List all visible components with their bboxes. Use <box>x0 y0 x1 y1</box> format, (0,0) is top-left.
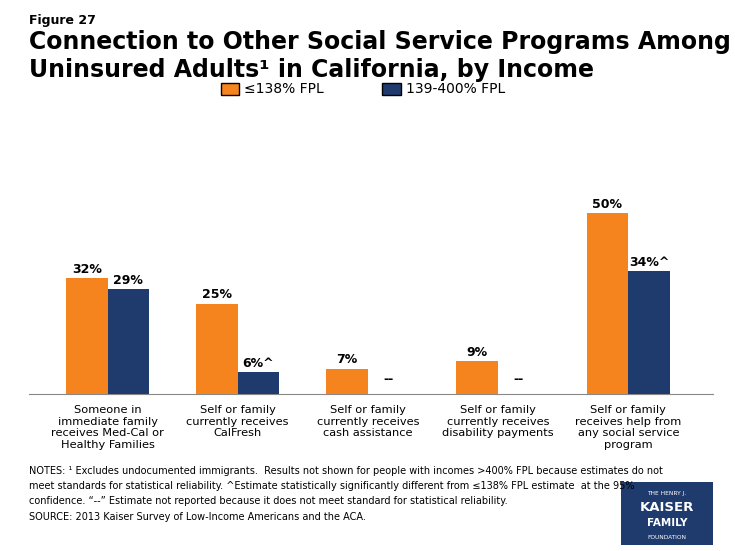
Bar <box>107 289 149 394</box>
Text: --: -- <box>384 373 394 386</box>
Text: FAMILY: FAMILY <box>647 518 687 528</box>
Bar <box>587 213 628 394</box>
Text: 9%: 9% <box>467 346 488 359</box>
Text: confidence. “--” Estimate not reported because it does not meet standard for sta: confidence. “--” Estimate not reported b… <box>29 496 508 506</box>
Text: KAISER: KAISER <box>640 501 694 514</box>
Text: Uninsured Adults¹ in California, by Income: Uninsured Adults¹ in California, by Inco… <box>29 58 595 82</box>
Text: 34%^: 34%^ <box>629 256 670 269</box>
Bar <box>456 361 498 394</box>
Text: 32%: 32% <box>72 263 101 276</box>
Bar <box>326 369 368 394</box>
Text: 139-400% FPL: 139-400% FPL <box>406 82 505 96</box>
Bar <box>628 271 670 394</box>
Text: FOUNDATION: FOUNDATION <box>648 536 686 541</box>
Bar <box>66 278 107 394</box>
Text: Connection to Other Social Service Programs Among: Connection to Other Social Service Progr… <box>29 30 731 55</box>
Text: 7%: 7% <box>337 353 358 366</box>
Text: THE HENRY J.: THE HENRY J. <box>648 491 686 496</box>
Text: NOTES: ¹ Excludes undocumented immigrants.  Results not shown for people with in: NOTES: ¹ Excludes undocumented immigrant… <box>29 466 663 476</box>
Text: 6%^: 6%^ <box>243 357 274 370</box>
Bar <box>196 304 237 394</box>
Text: 50%: 50% <box>592 198 623 211</box>
Text: 29%: 29% <box>113 274 143 287</box>
Text: SOURCE: 2013 Kaiser Survey of Low-Income Americans and the ACA.: SOURCE: 2013 Kaiser Survey of Low-Income… <box>29 512 366 522</box>
Text: 25%: 25% <box>202 288 232 301</box>
Text: Figure 27: Figure 27 <box>29 14 96 27</box>
Text: ≤138% FPL: ≤138% FPL <box>244 82 324 96</box>
Text: meet standards for statistical reliability. ^Estimate statistically significantl: meet standards for statistical reliabili… <box>29 481 635 491</box>
Text: --: -- <box>514 373 524 386</box>
Bar <box>237 372 279 394</box>
